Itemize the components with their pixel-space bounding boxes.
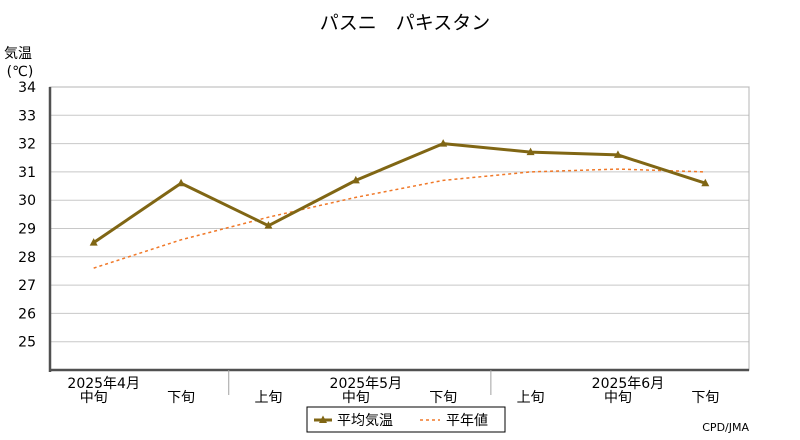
- y-tick-label: 26: [18, 306, 36, 322]
- y-tick-label: 28: [18, 250, 36, 266]
- average-series-line: [92, 142, 706, 244]
- legend-average-label: 平均気温: [337, 413, 393, 429]
- average-point: [177, 178, 186, 187]
- y-axis-label-line1: 気温: [4, 46, 32, 62]
- average-point: [351, 175, 360, 184]
- series-average: [89, 139, 710, 246]
- x-month-label: 2025年6月: [592, 376, 665, 392]
- x-tick-label: 中旬: [80, 390, 108, 406]
- x-tick-label: 上旬: [254, 390, 282, 406]
- x-month-label: 2025年5月: [330, 376, 403, 392]
- x-tick-label: 中旬: [342, 390, 370, 406]
- average-point: [439, 139, 448, 147]
- legend-normal-label: 平年値: [446, 413, 488, 429]
- legend-average-marker: [319, 415, 327, 423]
- x-tick-label: 中旬: [604, 390, 632, 406]
- average-point: [701, 178, 710, 187]
- y-axis-label-line2: (℃): [7, 64, 34, 80]
- y-tick-label: 29: [18, 222, 36, 238]
- y-tick-label: 31: [18, 165, 36, 181]
- average-point: [89, 238, 98, 246]
- x-tick-label: 下旬: [429, 390, 457, 406]
- plot-frame: [48, 86, 750, 395]
- y-tick-label: 30: [18, 193, 36, 209]
- y-tick-label: 33: [18, 108, 36, 124]
- y-tick-label: 34: [18, 80, 36, 96]
- legend: 平均気温 平年値: [306, 406, 506, 433]
- average-point: [613, 150, 622, 158]
- legend-box: [306, 406, 506, 433]
- y-tick-label: 27: [18, 278, 36, 294]
- chart-title: パスニ パキスタン: [320, 12, 490, 34]
- y-tick-label: 32: [18, 137, 36, 153]
- x-month-label: 2025年4月: [67, 376, 140, 392]
- average-point: [264, 221, 273, 229]
- x-tick-label: 下旬: [691, 390, 719, 406]
- average-point: [526, 147, 535, 156]
- y-tick-labels: 25 26 27 28 29 30 31 32 33 34: [18, 80, 36, 351]
- x-tick-labels: 中旬 下旬 上旬 中旬 下旬 上旬 中旬 下旬 2025年4月 2025年5月 2025年6月: [67, 376, 719, 406]
- source-label: CPD/JMA: [702, 421, 749, 434]
- x-tick-label: 下旬: [167, 390, 195, 406]
- x-tick-label: 上旬: [517, 390, 545, 406]
- y-tick-label: 25: [18, 335, 36, 351]
